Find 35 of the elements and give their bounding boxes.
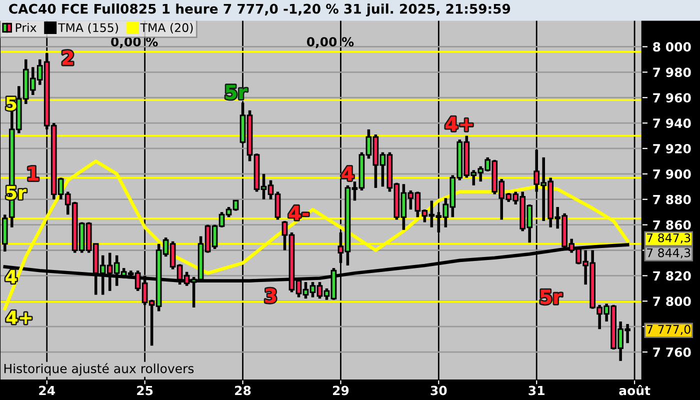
y-tick-label: 7 940 — [653, 118, 691, 128]
y-tick-label: 7 860 — [653, 220, 691, 230]
legend-label: Prix — [16, 22, 36, 32]
y-tick-label: 7 820 — [653, 271, 691, 281]
annotation: 4+ — [446, 116, 472, 131]
x-tick-label: 25 — [137, 386, 153, 396]
x-tick-label: août — [619, 385, 650, 396]
data-label: 7 844,3 — [647, 248, 690, 258]
y-tick-label: 7 800 — [653, 296, 691, 306]
y-tick-label: 7 920 — [653, 144, 691, 154]
annotation: 2 — [62, 50, 73, 65]
y-tick-label: 7 900 — [653, 169, 691, 179]
y-tick-label: 7 960 — [653, 93, 691, 103]
annotation: 0,00 % — [111, 37, 158, 48]
annotation: 4+ — [6, 310, 32, 324]
y-tick-label: 7 880 — [653, 194, 691, 204]
chart-title: CAC40 FCE Full0825 1 heure 7 777,0 -1,20 % 31 juil. 2025, 21:59:59 — [9, 4, 510, 16]
annotation: 3 — [265, 288, 276, 303]
annotation: 5r — [540, 290, 562, 304]
x-tick-label: 24 — [39, 386, 55, 396]
x-tick-label: 31 — [528, 386, 544, 396]
data-label: 7 847,3 — [647, 233, 690, 244]
annotation: 0,00 % — [306, 37, 354, 48]
legend-label: TMA (155) — [58, 22, 118, 34]
x-tick-label: 29 — [333, 386, 349, 396]
text: 7 777,0 — [647, 324, 690, 336]
y-tick-label: 7 760 — [653, 347, 691, 357]
x-tick-label: 30 — [430, 386, 447, 396]
legend-label: TMA (20) — [140, 22, 193, 34]
x-tick-label: 28 — [235, 386, 251, 396]
annotation: Historique ajusté aux rollovers — [4, 363, 194, 376]
y-tick-label: 8 000 — [653, 42, 691, 52]
annotation: 4 — [6, 270, 17, 284]
annotation: 4- — [288, 206, 308, 220]
y-tick-label: 7 980 — [653, 68, 691, 78]
